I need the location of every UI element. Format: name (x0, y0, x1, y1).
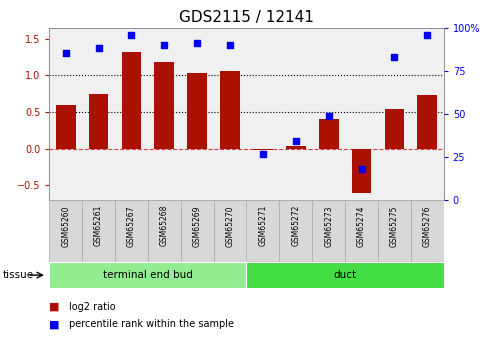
Bar (220, 71, 240, 149)
Point (95, 46, 103, 51)
Point (357, 166, 365, 172)
Bar (82, 200, 115, 262)
Point (325, 113, 333, 118)
Bar (312, 200, 345, 262)
Text: GSM65268: GSM65268 (160, 205, 169, 246)
Bar (89, 93, 108, 149)
Point (259, 151, 267, 156)
Point (390, 54, 398, 60)
Text: duct: duct (334, 270, 356, 280)
Bar (253, 149, 273, 150)
Point (160, 42, 168, 48)
Bar (246, 200, 280, 262)
Point (423, 32, 431, 37)
Bar (352, 149, 371, 193)
Text: GSM65261: GSM65261 (94, 205, 103, 246)
Bar (49, 262, 247, 288)
Bar (213, 200, 246, 262)
Bar (148, 200, 181, 262)
Text: terminal end bud: terminal end bud (103, 270, 193, 280)
Bar (378, 200, 411, 262)
Bar (319, 119, 339, 149)
Bar (187, 73, 207, 149)
Point (62, 51, 70, 56)
Point (226, 42, 234, 48)
Text: GSM65269: GSM65269 (193, 205, 202, 247)
Text: ■: ■ (49, 319, 60, 329)
Bar (122, 52, 141, 149)
Point (128, 32, 136, 37)
Text: log2 ratio: log2 ratio (69, 302, 116, 312)
Bar (115, 200, 148, 262)
Bar (418, 95, 437, 149)
Bar (286, 146, 306, 149)
Bar (49, 200, 82, 262)
Text: GSM65273: GSM65273 (324, 205, 333, 247)
Bar (385, 109, 404, 149)
Text: GSM65276: GSM65276 (423, 205, 432, 247)
Text: GSM65267: GSM65267 (127, 205, 136, 247)
Text: GSM65271: GSM65271 (258, 205, 267, 246)
Text: ■: ■ (49, 302, 60, 312)
Text: percentile rank within the sample: percentile rank within the sample (69, 319, 234, 329)
Bar (154, 62, 174, 149)
Point (292, 139, 300, 144)
Text: GDS2115 / 12141: GDS2115 / 12141 (179, 10, 314, 25)
Text: GSM65272: GSM65272 (291, 205, 300, 246)
Bar (56, 105, 75, 149)
Bar (345, 200, 378, 262)
Text: GSM65260: GSM65260 (61, 205, 70, 247)
Text: GSM65275: GSM65275 (390, 205, 399, 247)
Text: GSM65270: GSM65270 (226, 205, 235, 247)
Text: tissue: tissue (2, 270, 34, 280)
Text: GSM65274: GSM65274 (357, 205, 366, 247)
Bar (411, 200, 444, 262)
Bar (181, 200, 213, 262)
Bar (246, 262, 444, 288)
Bar (280, 200, 312, 262)
Point (193, 40, 201, 46)
